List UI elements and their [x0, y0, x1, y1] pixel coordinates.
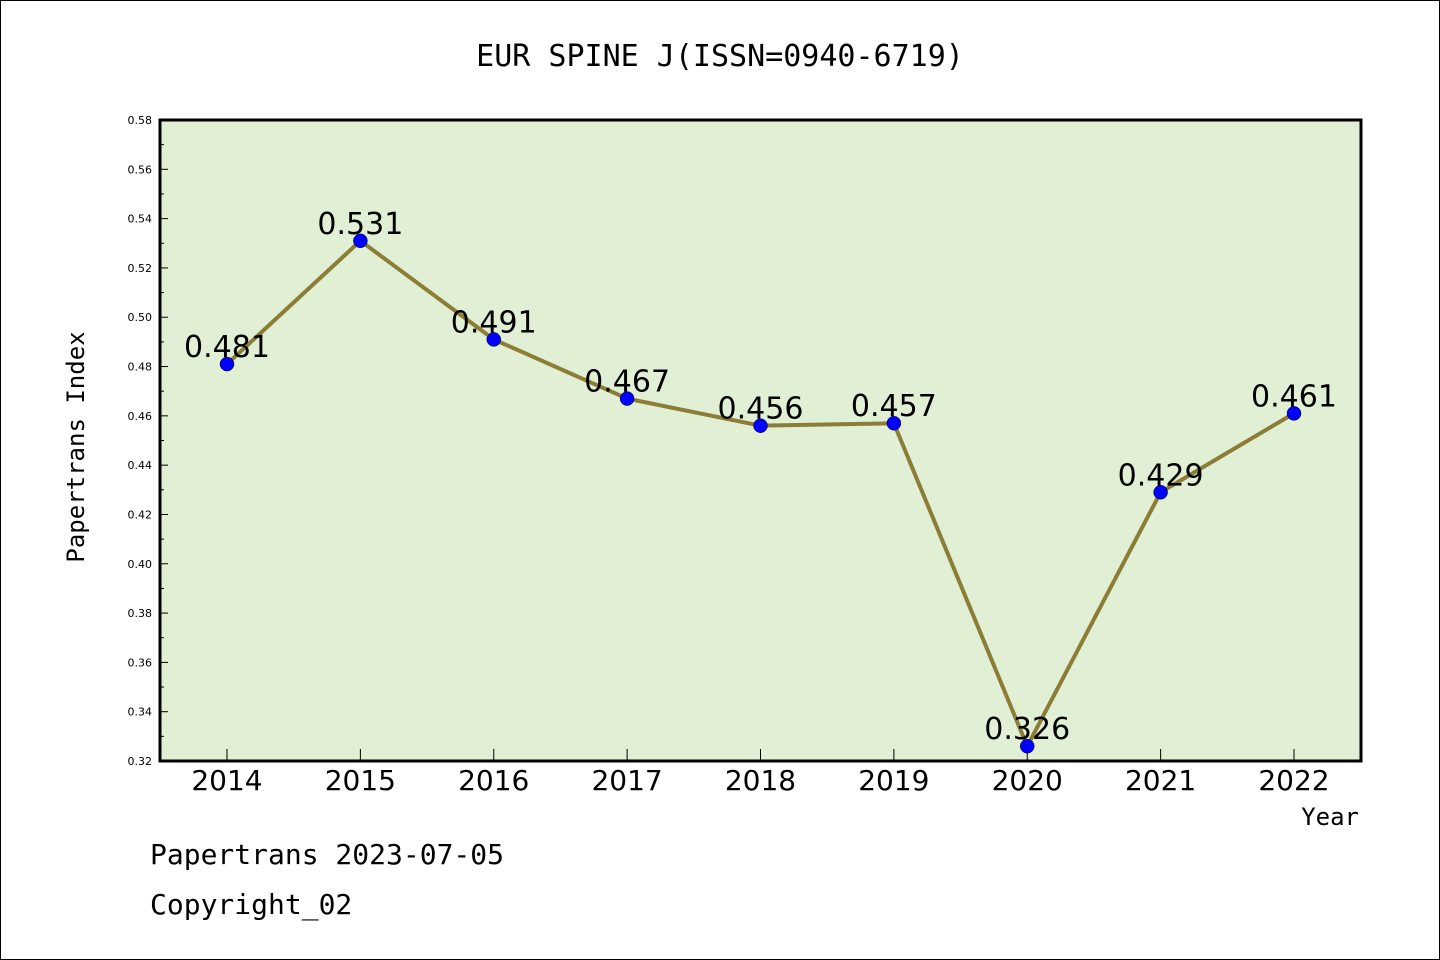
data-label: 0.429 — [1118, 458, 1204, 493]
chart-title: EUR SPINE J(ISSN=0940-6719) — [476, 39, 964, 74]
data-labels-layer: 0.481 0.531 0.491 0.467 0.456 0.457 0.326 0.429… — [184, 207, 1337, 747]
data-point — [619, 391, 635, 406]
data-point — [353, 233, 368, 249]
y-axis: 0.32 0.34 0.36 0.38 0.40 0.42 0.44 0.46 0.48 0.50… — [128, 114, 168, 768]
data-point — [1020, 738, 1035, 754]
x-tick-label: 2022 — [1258, 764, 1329, 797]
y-tick-label: 0.56 — [128, 163, 153, 176]
data-point — [1153, 485, 1168, 500]
x-axis: 2014 2015 2016 2017 2018 2019 2020 2021 2022 — [191, 749, 1330, 797]
data-point — [486, 332, 501, 347]
y-tick-label: 0.58 — [128, 114, 153, 127]
x-tick-label: 2014 — [191, 764, 262, 797]
plot-area — [158, 118, 1363, 763]
x-tick-label: 2021 — [1125, 764, 1196, 797]
footer-date: Papertrans 2023-07-05 — [150, 838, 504, 871]
y-axis-label: Papertrans Index — [62, 331, 90, 562]
data-point — [753, 418, 768, 433]
y-tick-label: 0.48 — [128, 361, 153, 374]
x-tick-label: 2017 — [591, 764, 662, 797]
data-point — [219, 356, 235, 372]
x-tick-label: 2016 — [458, 764, 529, 797]
y-tick-label: 0.32 — [128, 755, 153, 768]
y-tick-label: 0.50 — [128, 311, 153, 324]
x-axis-label: Year — [1301, 803, 1359, 831]
x-tick-label: 2020 — [992, 764, 1063, 797]
data-label: 0.456 — [718, 392, 804, 427]
data-point — [886, 415, 902, 431]
x-tick-label: 2015 — [325, 764, 396, 797]
series-layer — [219, 233, 1302, 754]
data-label: 0.457 — [851, 389, 937, 424]
data-label: 0.491 — [451, 305, 537, 340]
y-tick-label: 0.46 — [128, 410, 153, 423]
y-tick-label: 0.54 — [128, 213, 153, 226]
data-label: 0.467 — [584, 365, 670, 400]
y-tick-label: 0.52 — [128, 262, 153, 275]
data-label: 0.481 — [184, 330, 270, 365]
y-tick-label: 0.34 — [128, 706, 153, 719]
y-tick-label: 0.44 — [128, 459, 153, 472]
y-tick-label: 0.40 — [128, 558, 153, 571]
data-label: 0.461 — [1251, 379, 1337, 414]
x-tick-label: 2018 — [725, 764, 796, 797]
y-tick-label: 0.38 — [128, 607, 153, 620]
x-tick-label: 2019 — [858, 764, 929, 797]
y-tick-label: 0.36 — [128, 656, 153, 669]
footer-copyright: Copyright_02 — [150, 888, 352, 922]
data-label: 0.326 — [984, 712, 1070, 747]
data-label: 0.531 — [317, 207, 403, 242]
data-point — [1286, 406, 1302, 421]
y-tick-label: 0.42 — [128, 508, 153, 521]
